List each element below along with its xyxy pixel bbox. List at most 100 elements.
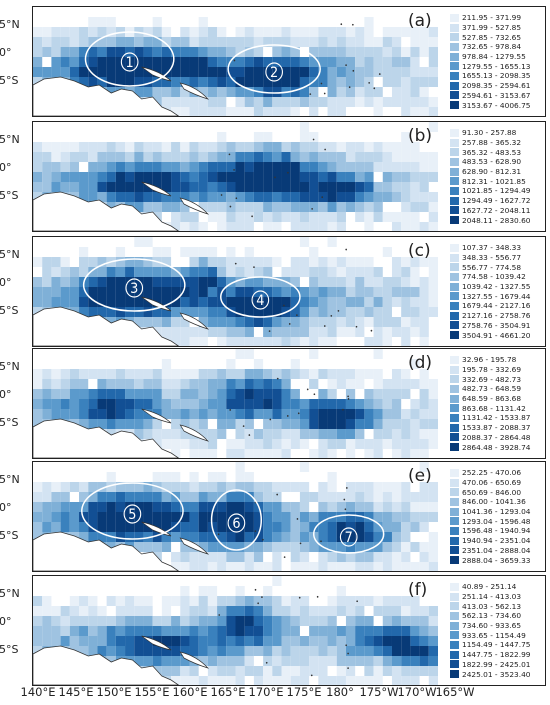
atoll-dot: [254, 588, 257, 591]
lon-label: 160°E: [172, 685, 208, 699]
lon-label: 180°: [326, 685, 354, 699]
map-panel-c: 3 4 (c) 107.37 - 348.33 348.33 - 556.77 556.7…: [32, 236, 546, 347]
legend-swatch: [450, 670, 459, 679]
heatmap: 5 6 7: [33, 462, 438, 571]
new-guinea-coastline: [33, 418, 180, 458]
heatmap: 12: [33, 17, 438, 116]
legend-swatch: [450, 216, 459, 225]
legend-entry: 1293.04 - 1596.48: [450, 516, 544, 526]
legend-swatch: [450, 128, 459, 137]
lat-label: 5°S: [0, 529, 19, 542]
legend-label: 2594.61 - 3153.67: [462, 90, 531, 100]
legend-swatch: [450, 404, 459, 413]
atoll-dot: [345, 64, 347, 67]
atoll-dot: [233, 168, 235, 171]
legend-entry: 1655.13 - 2098.35: [450, 71, 544, 81]
atoll-dot: [323, 325, 326, 327]
region-number: 6: [232, 517, 240, 533]
legend-label: 628.90 - 812.31: [462, 167, 522, 177]
legend-label: 1039.42 - 1327.55: [462, 282, 531, 292]
legend-label: 3153.67 - 4006.75: [462, 100, 531, 110]
precipitation-grid: [33, 122, 438, 231]
legend-swatch: [450, 526, 459, 535]
legend-label: 40.89 - 251.14: [462, 582, 517, 592]
atoll-dot: [234, 262, 237, 265]
legend-label: 107.37 - 348.33: [462, 243, 522, 253]
legend-label: 2127.16 - 2758.76: [462, 311, 531, 321]
legend-entry: 1327.55 - 1679.44: [450, 291, 544, 301]
atoll-dot: [262, 538, 264, 541]
legend-entry: 470.06 - 650.69: [450, 478, 544, 488]
atoll-dot: [355, 325, 358, 328]
atoll-dot: [348, 86, 351, 89]
atoll-dot: [297, 412, 300, 415]
heatmap: [33, 576, 438, 685]
legend-label: 252.25 - 470.06: [462, 468, 522, 478]
region-number: 2: [270, 66, 278, 82]
legend-entry: 32.96 - 195.78: [450, 355, 544, 365]
legend-entry: 252.25 - 470.06: [450, 468, 544, 478]
atoll-dot: [229, 409, 232, 411]
legend-swatch: [450, 497, 459, 506]
legend-label: 933.65 - 1154.49: [462, 630, 526, 640]
lon-label: 155°E: [134, 685, 170, 699]
legend-label: 2758.76 - 3504.91: [462, 320, 531, 330]
legend-label: 1131.42 - 1533.87: [462, 413, 531, 423]
lon-label: 175°W: [359, 685, 399, 699]
atoll-dot: [345, 248, 348, 251]
legend-entry: 1041.36 - 1293.04: [450, 507, 544, 517]
legend-swatch: [450, 582, 459, 591]
atoll-dot: [347, 667, 349, 670]
panel-letter: (c): [408, 241, 431, 261]
legend-swatch: [450, 478, 459, 487]
panel-letter: (d): [408, 353, 433, 373]
atoll-dot: [368, 81, 370, 84]
legend-label: 1021.85 - 1294.49: [462, 186, 531, 196]
legend-label: 978.84 - 1279.55: [462, 52, 526, 62]
atoll-dot: [378, 73, 381, 75]
legend-label: 2888.04 - 3659.33: [462, 555, 531, 565]
legend-entry: 1679.44 - 2127.16: [450, 301, 544, 311]
region-number-circle: [339, 527, 358, 547]
legend-label: 371.99 - 527.85: [462, 23, 522, 33]
legend-swatch: [450, 331, 459, 340]
atoll-dot: [287, 171, 289, 174]
atoll-dot: [347, 652, 349, 655]
legend-swatch: [450, 611, 459, 620]
legend-entry: 774.58 - 1039.42: [450, 272, 544, 282]
legend-label: 556.77 - 774.58: [462, 262, 522, 272]
map-panel-e: 5 6 7 (e) 252.25 - 470.06 470.06 - 650.69 650.…: [32, 461, 546, 572]
map-panel-d: (d) 32.96 - 195.78 195.78 - 332.69 332.69 -…: [32, 348, 546, 459]
legend-entry: 650.69 - 846.00: [450, 487, 544, 497]
legend-swatch: [450, 91, 459, 100]
legend-label: 211.95 - 371.99: [462, 13, 522, 23]
new-guinea-coastline: [33, 191, 180, 231]
legend-label: 1447.75 - 1822.99: [462, 650, 531, 660]
legend-swatch: [450, 592, 459, 601]
legend-entry: 628.90 - 812.31: [450, 167, 544, 177]
atoll-dot: [306, 388, 309, 391]
legend-swatch: [450, 177, 459, 186]
atoll-dot: [324, 148, 326, 151]
legend-swatch: [450, 413, 459, 422]
legend-label: 863.68 - 1131.42: [462, 403, 526, 413]
legend-entry: 3504.91 - 4661.20: [450, 330, 544, 340]
legend-label: 1279.55 - 1655.13: [462, 61, 531, 71]
panel-letter: (f): [408, 580, 428, 600]
legend-entry: 251.14 - 413.03: [450, 592, 544, 602]
atoll-dot: [268, 330, 271, 333]
legend-entry: 211.95 - 371.99: [450, 13, 544, 23]
lon-label: 165°W: [435, 685, 475, 699]
legend-label: 348.33 - 556.77: [462, 253, 522, 263]
heatmap: [33, 349, 438, 458]
lon-label: 150°E: [96, 685, 132, 699]
atoll-dot: [309, 93, 312, 95]
legend-label: 2098.35 - 2594.61: [462, 81, 531, 91]
region-number: 7: [345, 531, 353, 547]
map-panel-b: (b) 91.30 - 257.88 257.88 - 365.32 365.32 -…: [32, 121, 546, 232]
atoll-dot: [356, 600, 358, 603]
legend-label: 251.14 - 413.03: [462, 592, 522, 602]
legend-label: 1533.87 - 2088.37: [462, 423, 531, 433]
legend-swatch: [450, 433, 459, 442]
legend-entry: 2888.04 - 3659.33: [450, 555, 544, 565]
